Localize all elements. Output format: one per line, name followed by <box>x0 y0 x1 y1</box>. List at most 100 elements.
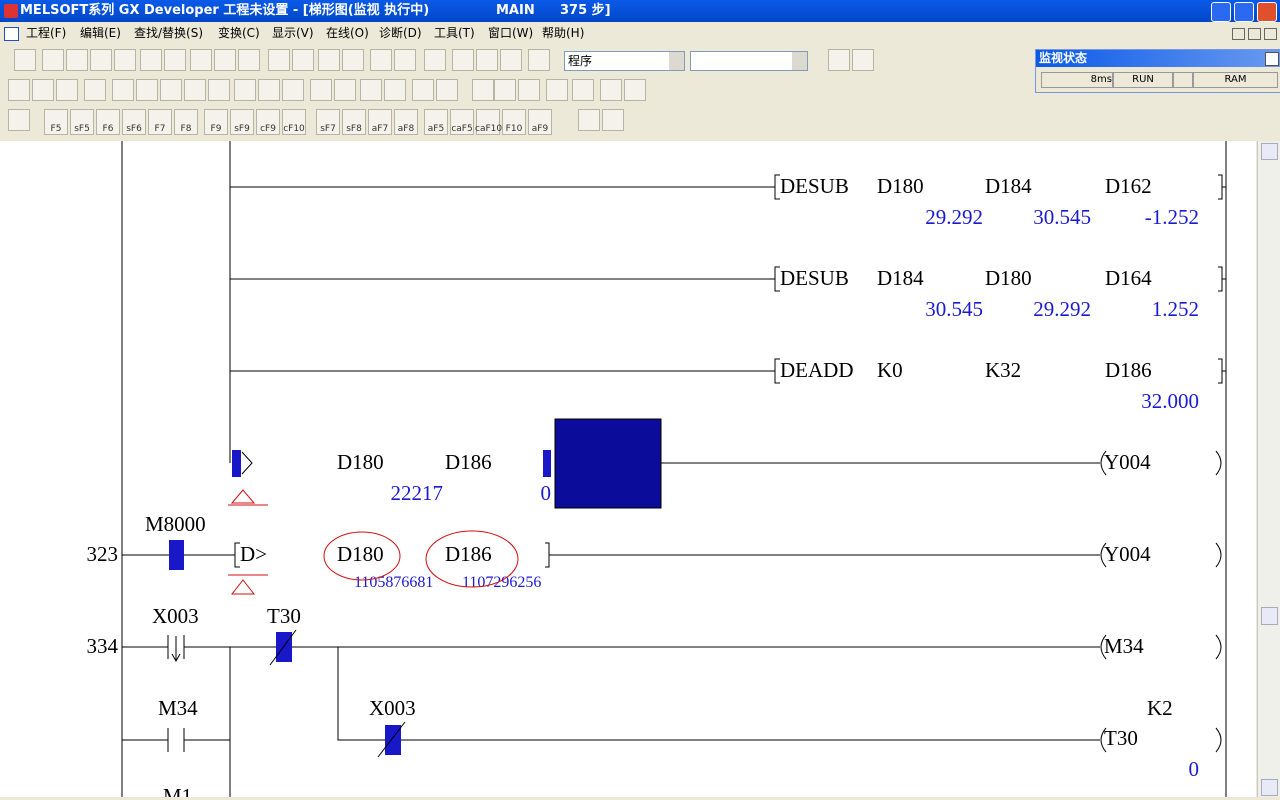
toolbar-button[interactable] <box>436 79 458 101</box>
toolbar-button[interactable] <box>318 49 340 71</box>
contact-no <box>122 647 385 752</box>
toolbar-button[interactable] <box>8 109 30 131</box>
function-key-button[interactable]: sF7 <box>316 109 340 135</box>
toolbar-button[interactable] <box>160 79 182 101</box>
program-select[interactable]: 程序 <box>564 51 685 71</box>
toolbar-button[interactable] <box>292 49 314 71</box>
toolbar-button[interactable] <box>164 49 186 71</box>
toolbar-button[interactable] <box>190 49 212 71</box>
brackets <box>234 542 550 568</box>
function-key-button[interactable]: F6 <box>96 109 120 135</box>
minimize-button[interactable] <box>1211 2 1231 22</box>
function-key-button[interactable]: F8 <box>174 109 198 135</box>
toolbar-button[interactable] <box>600 79 622 101</box>
toolbar-button[interactable] <box>184 79 206 101</box>
toolbar-button[interactable] <box>624 79 646 101</box>
menu-item[interactable]: 工具(T) <box>434 26 475 40</box>
menu-item[interactable]: 诊断(D) <box>379 26 422 40</box>
function-key-button[interactable]: sF6 <box>122 109 146 135</box>
scroll-thumb[interactable] <box>1261 607 1278 625</box>
menu-item[interactable]: 显示(V) <box>272 26 314 40</box>
toolbar-button[interactable] <box>472 79 494 101</box>
toolbar-button[interactable] <box>310 79 332 101</box>
toolbar-button[interactable] <box>572 79 594 101</box>
toolbar-button[interactable] <box>528 49 550 71</box>
toolbar-button[interactable] <box>112 79 134 101</box>
scroll-up[interactable] <box>1261 143 1278 160</box>
mdi-button[interactable] <box>1248 28 1261 40</box>
toolbar-button[interactable] <box>214 49 236 71</box>
function-key-button[interactable]: F5 <box>44 109 68 135</box>
function-key-button[interactable]: sF9 <box>230 109 254 135</box>
toolbar-button[interactable] <box>394 49 416 71</box>
function-key-button[interactable]: caF10 <box>475 109 502 135</box>
toolbar-button[interactable] <box>452 49 474 71</box>
menu-item[interactable]: 在线(O) <box>326 26 369 40</box>
menu-item[interactable]: 工程(F) <box>26 26 67 40</box>
menu-item[interactable]: 变换(C) <box>218 26 260 40</box>
toolbar-button[interactable] <box>334 79 356 101</box>
function-key-button[interactable]: aF9 <box>528 109 552 135</box>
function-key-button[interactable]: sF5 <box>70 109 94 135</box>
function-key-button[interactable]: cF9 <box>256 109 280 135</box>
toolbar-button[interactable] <box>66 49 88 71</box>
toolbar-button[interactable] <box>476 49 498 71</box>
monitor-value: 22217 <box>391 481 444 505</box>
function-key-button[interactable]: aF8 <box>394 109 418 135</box>
toolbar-button[interactable] <box>32 79 54 101</box>
toolbar-button[interactable] <box>42 49 64 71</box>
panel-close[interactable] <box>1265 52 1279 66</box>
toolbar-button[interactable] <box>852 49 874 71</box>
toolbar-button[interactable] <box>494 79 516 101</box>
toolbar-button[interactable] <box>136 79 158 101</box>
function-key-button[interactable]: cF10 <box>282 109 306 135</box>
function-key-button[interactable]: aF5 <box>424 109 448 135</box>
restore-button[interactable] <box>1234 2 1254 22</box>
toolbar-button[interactable] <box>370 49 392 71</box>
function-key-button[interactable]: F10 <box>502 109 526 135</box>
toolbar-button[interactable] <box>546 79 568 101</box>
toolbar-button[interactable] <box>114 49 136 71</box>
close-button[interactable] <box>1257 2 1277 22</box>
selection-block <box>554 418 662 509</box>
toolbar-button[interactable] <box>8 79 30 101</box>
toolbar-button[interactable] <box>268 49 290 71</box>
toolbar-button[interactable] <box>500 49 522 71</box>
toolbar-button[interactable] <box>424 49 446 71</box>
function-key-button[interactable]: aF7 <box>368 109 392 135</box>
function-key-button[interactable]: F7 <box>148 109 172 135</box>
toolbar-button[interactable] <box>384 79 406 101</box>
toolbar-button[interactable] <box>140 49 162 71</box>
toolbar-button[interactable] <box>234 79 256 101</box>
menu-item[interactable]: 查找/替换(S) <box>134 26 204 40</box>
vertical-scrollbar[interactable] <box>1257 141 1280 797</box>
device-select[interactable] <box>690 51 808 71</box>
mdi-button[interactable] <box>1264 28 1277 40</box>
toolbar-button[interactable] <box>412 79 434 101</box>
toolbar-button[interactable] <box>84 79 106 101</box>
toolbar-button[interactable] <box>602 109 624 131</box>
function-key-button[interactable]: F9 <box>204 109 228 135</box>
toolbar-button[interactable] <box>518 79 540 101</box>
instruction: D> <box>240 542 267 566</box>
toolbar-button[interactable] <box>342 49 364 71</box>
function-key-label: cF10 <box>283 124 305 134</box>
coil <box>1100 634 1222 660</box>
menu-item[interactable]: 编辑(E) <box>80 26 121 40</box>
toolbar-button[interactable] <box>14 49 36 71</box>
toolbar-button[interactable] <box>360 79 382 101</box>
function-key-button[interactable]: caF5 <box>450 109 474 135</box>
toolbar-button[interactable] <box>208 79 230 101</box>
toolbar-button[interactable] <box>282 79 304 101</box>
scroll-down[interactable] <box>1261 779 1278 796</box>
toolbar-button[interactable] <box>56 79 78 101</box>
toolbar-button[interactable] <box>238 49 260 71</box>
toolbar-button[interactable] <box>828 49 850 71</box>
menu-item[interactable]: 窗口(W) <box>488 26 534 40</box>
function-key-button[interactable]: sF8 <box>342 109 366 135</box>
toolbar-button[interactable] <box>258 79 280 101</box>
mdi-button[interactable] <box>1232 28 1245 40</box>
toolbar-button[interactable] <box>90 49 112 71</box>
menu-item[interactable]: 帮助(H) <box>542 26 585 40</box>
toolbar-button[interactable] <box>578 109 600 131</box>
